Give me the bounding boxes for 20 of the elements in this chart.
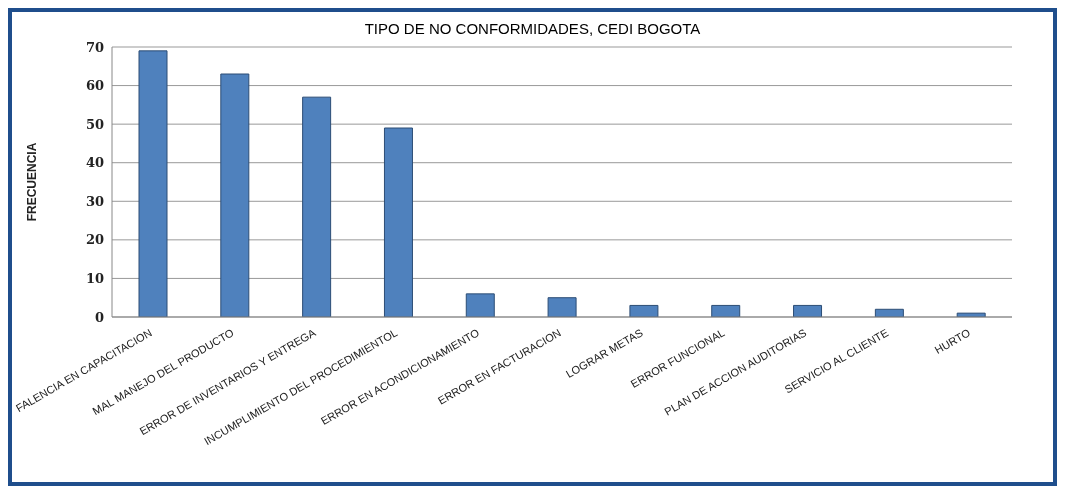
- y-tick-label: 40: [85, 155, 104, 171]
- y-axis-title: FRECUENCIA: [25, 142, 40, 222]
- y-tick-label: 20: [85, 232, 104, 248]
- bar: [547, 297, 577, 317]
- bar: [711, 304, 741, 317]
- bar: [793, 304, 823, 317]
- y-tick-label: 70: [85, 39, 104, 55]
- y-tick-label: 60: [85, 78, 104, 94]
- bar: [138, 50, 168, 317]
- bar: [465, 293, 495, 317]
- bar: [220, 73, 250, 317]
- y-tick-label: 30: [85, 193, 104, 209]
- y-tick-label: 0: [94, 309, 104, 325]
- chart-title: TIPO DE NO CONFORMIDADES, CEDI BOGOTA: [363, 19, 702, 37]
- y-tick-label: 50: [85, 116, 104, 132]
- bar: [629, 304, 659, 317]
- y-tick-label: 10: [85, 271, 104, 287]
- bar: [956, 312, 986, 317]
- bar: [383, 127, 413, 317]
- bar: [302, 96, 332, 317]
